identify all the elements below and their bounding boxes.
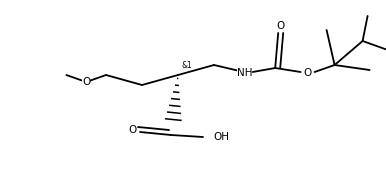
Text: O: O [303, 68, 312, 78]
Text: &1: &1 [182, 61, 193, 70]
Text: NH: NH [237, 68, 252, 78]
Text: O: O [82, 77, 90, 87]
Text: O: O [129, 125, 137, 135]
Text: OH: OH [213, 132, 229, 142]
Text: O: O [276, 21, 284, 31]
